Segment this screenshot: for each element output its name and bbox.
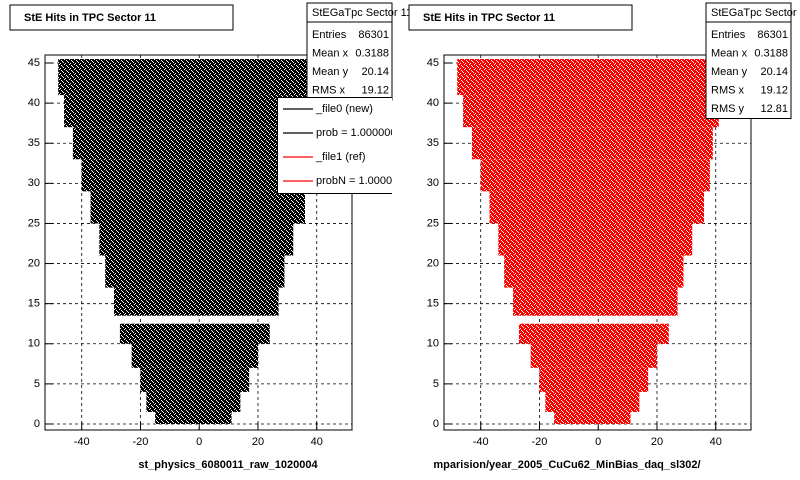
y-tick-label: 25 — [427, 217, 439, 229]
hit-region — [58, 59, 320, 96]
stats-value: 86301 — [358, 29, 389, 41]
stats-label: Mean y — [711, 66, 748, 78]
chart-title: StE Hits in TPC Sector 11 — [423, 12, 555, 24]
x-axis-label: mparision/year_2005_CuCu62_MinBias_daq_s… — [433, 459, 700, 471]
legend: _file0 (new) prob = 1.000000 _file1 (ref) p… — [277, 97, 398, 194]
x-tick-label: 0 — [196, 436, 202, 448]
y-tick-label: 10 — [28, 338, 40, 350]
frame — [44, 54, 353, 431]
stats-value: 19.12 — [361, 84, 389, 96]
legend-label: _file1 (ref) — [315, 151, 366, 163]
hit-region — [119, 323, 270, 344]
hit-region — [539, 367, 649, 392]
stats-label: RMS y — [711, 103, 745, 115]
stats-value: 0.3188 — [355, 47, 389, 59]
x-tick-label: 20 — [252, 436, 264, 448]
y-tick-label: 20 — [28, 257, 40, 269]
stats-label: RMS x — [711, 84, 745, 96]
y-tick-label: 30 — [28, 177, 40, 189]
y-tick-label: 35 — [427, 137, 439, 149]
y-tick-label: 5 — [433, 378, 439, 390]
hit-region — [498, 223, 693, 256]
hit-region — [131, 343, 258, 368]
y-tick-label: 30 — [427, 177, 439, 189]
stats-title: StEGaTpc Sector 11 — [711, 7, 800, 19]
x-tick-label: -20 — [532, 436, 548, 448]
y-tick-label: 0 — [34, 418, 40, 430]
y-tick-label: 25 — [28, 217, 40, 229]
stats-value: 0.3188 — [754, 47, 788, 59]
stats-title: StEGaTpc Sector 11 — [312, 7, 412, 19]
stats-label: Entries — [312, 29, 347, 41]
hit-region — [554, 411, 631, 424]
stats-label: Mean x — [711, 47, 748, 59]
x-tick-label: -40 — [473, 436, 489, 448]
y-tick-label: 15 — [28, 298, 40, 310]
stats-value: 12.81 — [760, 103, 788, 115]
hit-region — [471, 127, 713, 160]
chart-title: StE Hits in TPC Sector 11 — [24, 12, 156, 24]
hit-region — [146, 391, 241, 412]
x-tick-label: -40 — [74, 436, 90, 448]
hit-region — [72, 127, 314, 160]
x-tick-label: 20 — [651, 436, 663, 448]
y-tick-label: 45 — [427, 57, 439, 69]
y-tick-label: 40 — [427, 97, 439, 109]
hit-region — [513, 287, 678, 316]
frame — [443, 54, 752, 431]
hit-region — [114, 287, 279, 316]
hit-region — [155, 411, 232, 424]
hit-region — [463, 95, 719, 128]
hit-region — [81, 159, 311, 192]
legend-label: _file0 (new) — [315, 103, 373, 115]
y-tick-label: 20 — [427, 257, 439, 269]
x-tick-label: -20 — [133, 436, 149, 448]
hit-region — [457, 59, 719, 96]
hit-region — [480, 159, 710, 192]
x-tick-label: 0 — [595, 436, 601, 448]
stats-box — [705, 2, 792, 119]
hit-region — [140, 367, 250, 392]
hit-region — [99, 223, 294, 256]
y-tick-label: 45 — [28, 57, 40, 69]
hit-region — [545, 391, 640, 412]
y-tick-label: 40 — [28, 97, 40, 109]
hit-region — [105, 255, 285, 288]
y-tick-label: 10 — [427, 338, 439, 350]
x-tick-label: 40 — [710, 436, 722, 448]
stats-value: 86301 — [757, 29, 788, 41]
y-tick-label: 15 — [427, 298, 439, 310]
stats-label: Mean x — [312, 47, 349, 59]
stats-label: Mean y — [312, 66, 349, 78]
x-axis-label: st_physics_6080011_raw_1020004 — [138, 459, 318, 471]
stats-label: Entries — [711, 29, 746, 41]
legend-label: prob = 1.000000 — [316, 127, 396, 139]
legend-label: probN = 1.00000 — [316, 175, 398, 187]
stats-value: 20.14 — [361, 66, 389, 78]
hit-region — [504, 255, 684, 288]
y-tick-label: 35 — [28, 137, 40, 149]
stats-value: 20.14 — [760, 66, 788, 78]
y-tick-label: 0 — [433, 418, 439, 430]
title-box — [9, 4, 234, 31]
stats-label: RMS x — [312, 84, 346, 96]
legend-box — [277, 97, 392, 194]
stats-value: 19.12 — [760, 84, 788, 96]
x-tick-label: 40 — [311, 436, 323, 448]
hit-region — [90, 191, 305, 224]
title-box — [408, 4, 633, 31]
hit-region — [530, 343, 657, 368]
hit-region — [489, 191, 704, 224]
y-tick-label: 5 — [34, 378, 40, 390]
hit-region — [518, 323, 669, 344]
